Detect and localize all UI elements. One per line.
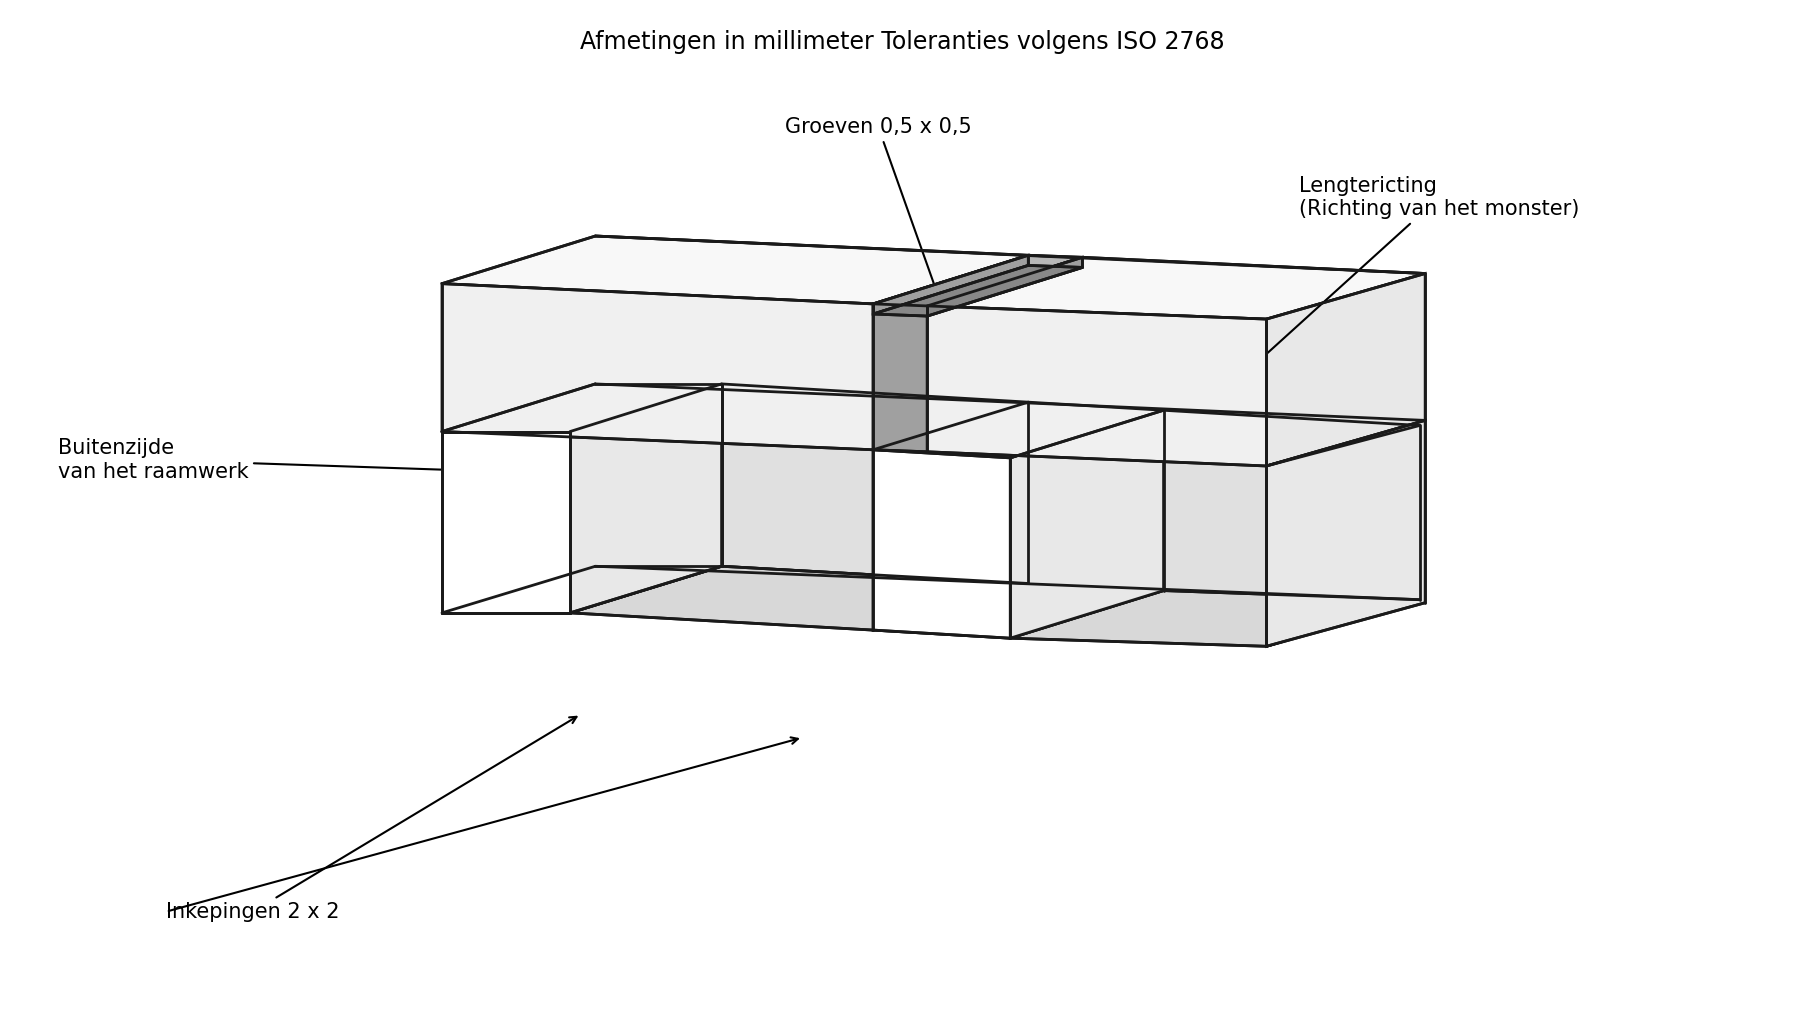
Polygon shape xyxy=(1010,410,1420,466)
Polygon shape xyxy=(570,384,722,613)
Text: 25: 25 xyxy=(1100,358,1126,378)
Polygon shape xyxy=(873,450,1010,638)
Text: Inkepingen 2 x 2: Inkepingen 2 x 2 xyxy=(166,717,577,922)
Text: Lengtericting
(Richting van het monster): Lengtericting (Richting van het monster) xyxy=(1254,176,1578,366)
Polygon shape xyxy=(442,384,722,432)
Text: Buitenzijde
van het raamwerk: Buitenzijde van het raamwerk xyxy=(58,439,478,481)
Polygon shape xyxy=(442,432,570,613)
Polygon shape xyxy=(1266,274,1425,466)
Polygon shape xyxy=(1010,410,1164,638)
Polygon shape xyxy=(1164,410,1420,600)
Polygon shape xyxy=(1266,600,1420,646)
Polygon shape xyxy=(873,402,1164,458)
Text: Afmetingen in millimeter Toleranties volgens ISO 2768: Afmetingen in millimeter Toleranties vol… xyxy=(579,30,1225,55)
Text: Groeven 0,5 x 0,5: Groeven 0,5 x 0,5 xyxy=(785,116,972,382)
Polygon shape xyxy=(722,384,1028,583)
Polygon shape xyxy=(1266,418,1420,466)
Polygon shape xyxy=(873,255,1082,306)
Polygon shape xyxy=(873,402,1028,630)
Polygon shape xyxy=(873,304,927,452)
Polygon shape xyxy=(927,257,1425,319)
Polygon shape xyxy=(873,255,1028,314)
Polygon shape xyxy=(873,265,1082,316)
Polygon shape xyxy=(1266,425,1420,646)
Polygon shape xyxy=(927,257,1082,316)
Polygon shape xyxy=(873,583,1164,638)
Text: 25: 25 xyxy=(704,342,729,363)
Polygon shape xyxy=(1010,591,1420,646)
Polygon shape xyxy=(442,236,1028,304)
Polygon shape xyxy=(442,284,873,450)
Polygon shape xyxy=(442,566,722,613)
Polygon shape xyxy=(570,566,1028,630)
Polygon shape xyxy=(570,384,1028,450)
Polygon shape xyxy=(1266,420,1425,646)
Polygon shape xyxy=(927,306,1266,466)
